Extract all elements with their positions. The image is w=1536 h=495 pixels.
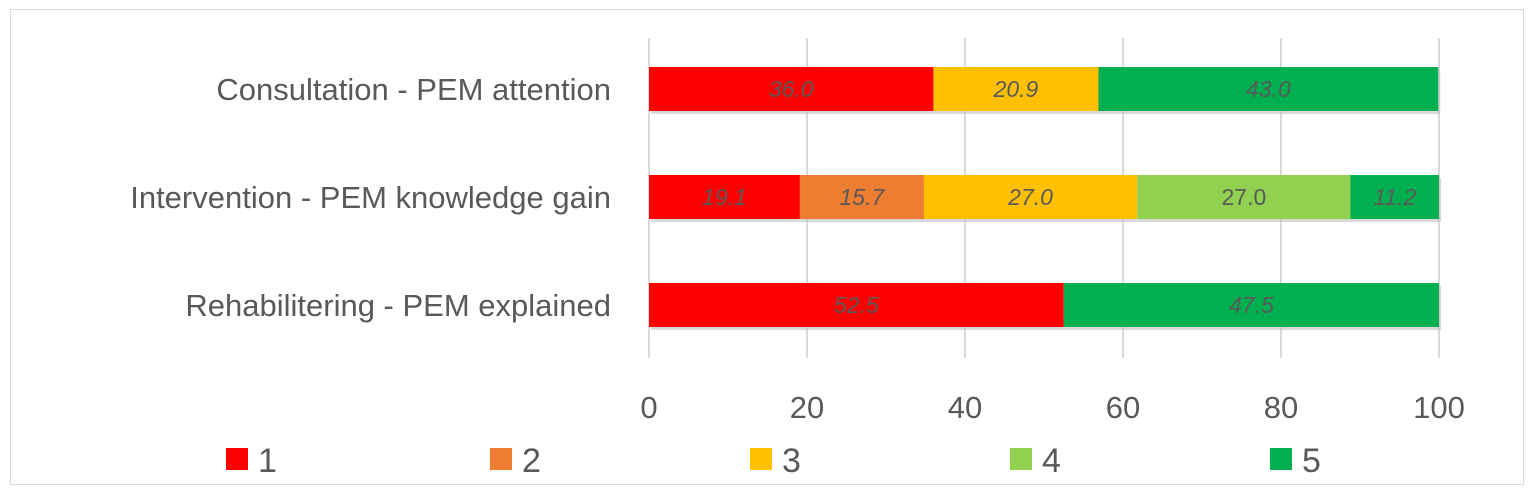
x-tick-label: 60	[1106, 390, 1140, 425]
bar-segment	[649, 283, 1064, 327]
bar-segment	[649, 175, 800, 219]
bar-segment	[799, 175, 924, 219]
data-label: 27.0	[1221, 184, 1266, 210]
x-tick-label: 100	[1413, 390, 1465, 425]
data-label: 27.0	[1007, 184, 1053, 210]
legend-swatch	[750, 448, 772, 470]
data-label: 20.9	[993, 76, 1039, 102]
category-label: Rehabilitering - PEM explained	[185, 288, 611, 323]
bar-segment	[1063, 283, 1439, 327]
data-label: 43.0	[1246, 76, 1291, 102]
bar-segment	[933, 67, 1099, 111]
legend-swatch	[226, 448, 248, 470]
bar-segment	[1098, 67, 1439, 111]
legend: 1 2 3 4 5	[226, 442, 1321, 480]
category-label: Consultation - PEM attention	[216, 72, 611, 107]
legend-swatch	[1270, 448, 1292, 470]
x-tick-label: 20	[790, 390, 824, 425]
bar-segment	[649, 67, 934, 111]
bar-segment	[923, 175, 1138, 219]
bar-segment	[1350, 175, 1439, 219]
category-label: Intervention - PEM knowledge gain	[130, 180, 611, 215]
data-label: 15.7	[840, 184, 886, 210]
category-labels: Consultation - PEM attention Intervention…	[130, 72, 611, 323]
x-tick-label: 80	[1264, 390, 1298, 425]
legend-label: 5	[1302, 442, 1321, 480]
data-label: 36.0	[769, 76, 814, 102]
data-label: 52.5	[834, 292, 879, 318]
legend-swatch	[1010, 448, 1032, 470]
legend-label: 4	[1042, 442, 1061, 480]
x-tick-label: 0	[640, 390, 657, 425]
data-label: 11.2	[1373, 184, 1416, 210]
data-label: 19.1	[702, 184, 747, 210]
x-axis-tick-labels: 0 20 40 60 80 100	[640, 390, 1464, 425]
x-tick-label: 40	[948, 390, 982, 425]
legend-label: 2	[522, 442, 541, 480]
legend-swatch	[490, 448, 512, 470]
legend-label: 3	[782, 442, 801, 480]
data-label: 47.5	[1229, 292, 1274, 318]
bar-segment	[1137, 175, 1351, 219]
legend-label: 1	[258, 442, 277, 480]
bars: 36.0 20.9 43.0 19.1 15.7 27.0 27.0 11.2 52.5 47.5	[649, 67, 1441, 330]
